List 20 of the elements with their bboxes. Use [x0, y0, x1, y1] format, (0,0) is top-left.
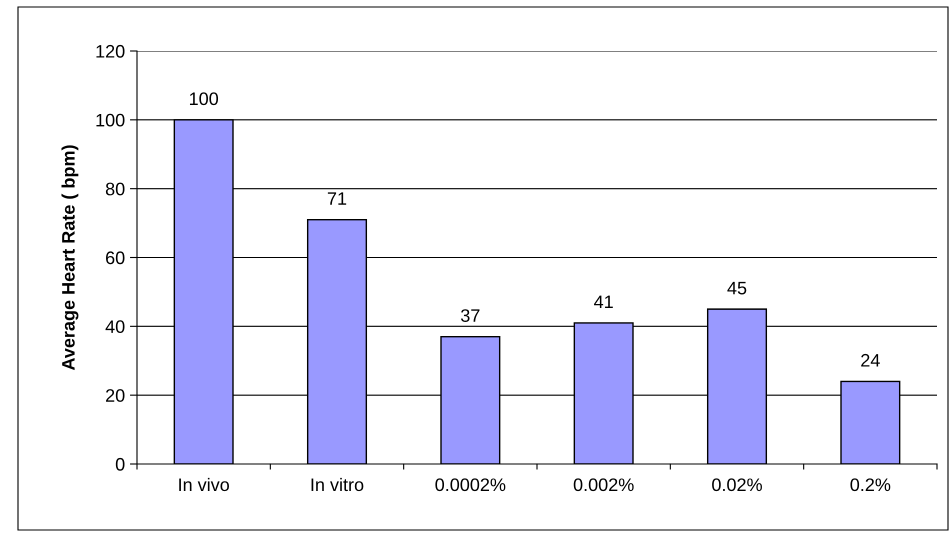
x-tick-label: 0.2%: [850, 478, 890, 492]
data-label: 37: [460, 309, 480, 322]
y-tick-label: 60: [106, 251, 124, 264]
data-label: 100: [190, 92, 218, 106]
y-tick-label: 120: [96, 44, 124, 58]
x-tick-label: In vitro: [312, 478, 364, 492]
y-axis-title: Average Heart Rate ( bpm): [61, 145, 78, 370]
data-label: 24: [861, 354, 880, 367]
data-label: 71: [328, 192, 346, 205]
x-tick-label: 0.0002%: [435, 478, 506, 492]
y-tick-label: 40: [106, 320, 124, 334]
data-label: 41: [594, 296, 613, 308]
x-tick-label: 0.002%: [574, 478, 634, 492]
y-tick-label: 0: [116, 458, 124, 471]
x-tick-label: In vivo: [179, 478, 229, 492]
y-tick-label: 100: [96, 114, 124, 127]
data-label: 45: [727, 282, 746, 294]
y-tick-label: 20: [106, 389, 124, 402]
x-tick-label: 0.02%: [712, 478, 762, 492]
y-tick-label: 80: [106, 182, 124, 196]
